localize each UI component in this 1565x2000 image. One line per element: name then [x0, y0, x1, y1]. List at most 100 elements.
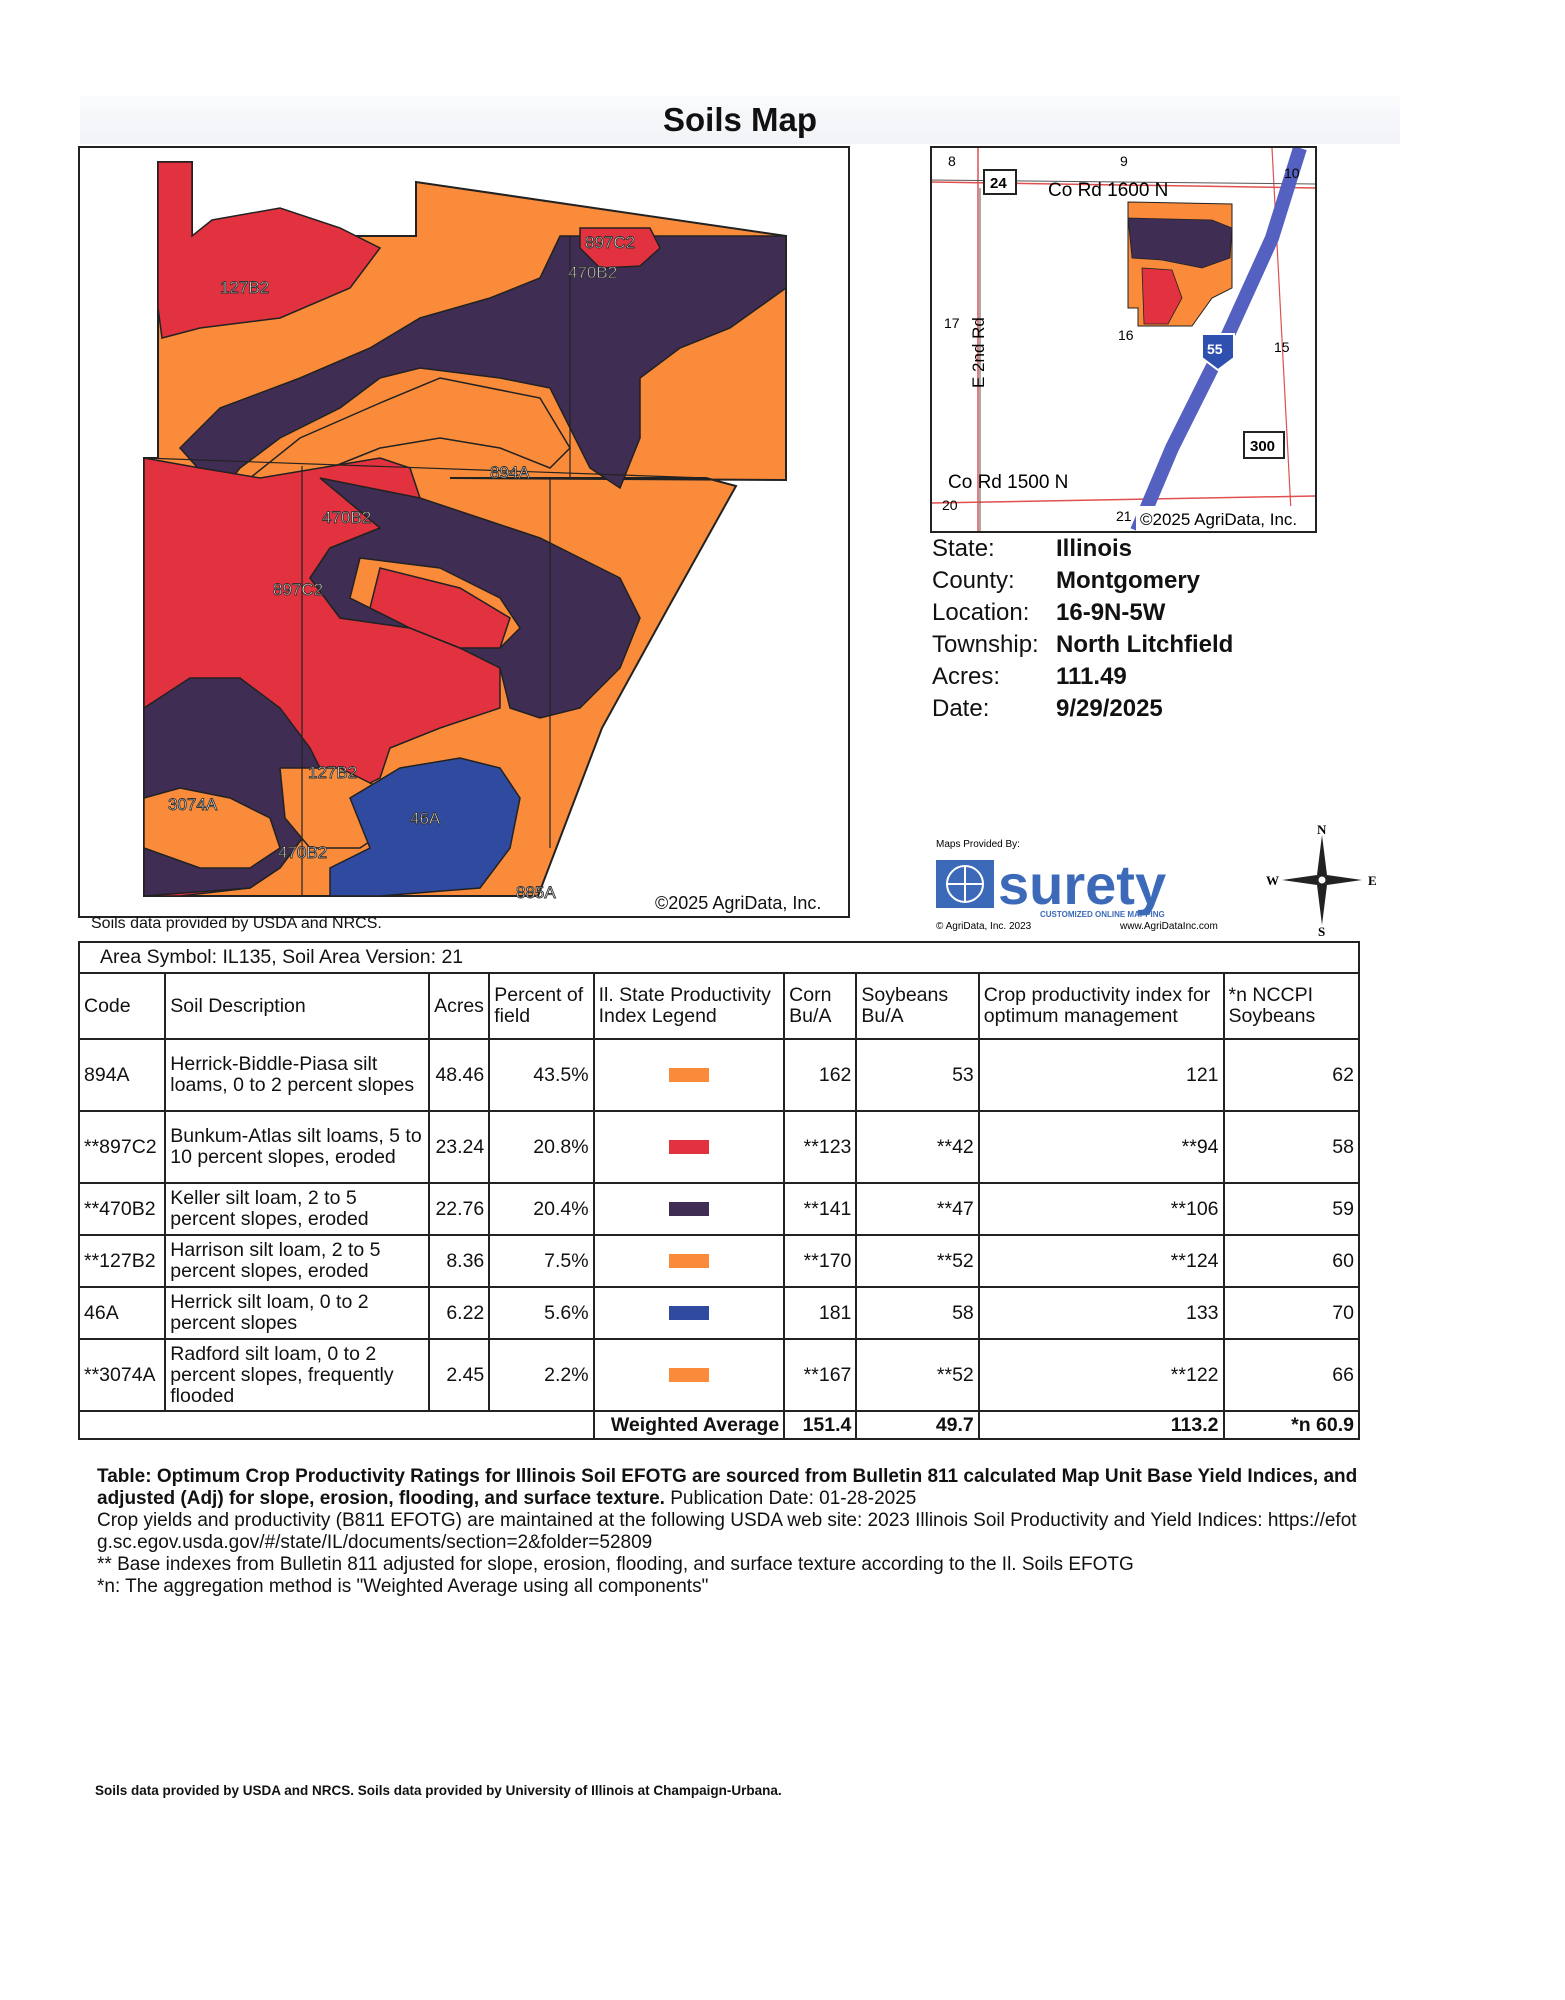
info-label: County: [932, 567, 1015, 594]
section-number: 21 [1116, 508, 1132, 524]
cell-desc: Herrick-Biddle-Piasa silt loams, 0 to 2 … [164, 1038, 431, 1112]
map-label: 127B2 [308, 763, 357, 782]
legend-swatch [668, 1368, 709, 1382]
section-line [143, 457, 707, 479]
table-header: Corn Bu/A [783, 972, 858, 1040]
section-number: 16 [1118, 327, 1134, 343]
soils-map[interactable]: 127B2 897C2 470B2 894A 470B2 897C2 127B2… [78, 146, 850, 918]
table-header: Soil Description [164, 972, 431, 1040]
weighted-corn: 151.4 [783, 1410, 858, 1440]
cell-pct: 43.5% [488, 1038, 595, 1112]
cell-nccpi: 70 [1222, 1286, 1361, 1340]
cell-nccpi: 60 [1222, 1234, 1361, 1288]
cell-acres: 23.24 [428, 1110, 491, 1184]
road-label: E 2nd Rd [969, 317, 988, 388]
compass-n: N [1317, 823, 1327, 837]
logo-tagline: CUSTOMIZED ONLINE MAPPING [1040, 910, 1165, 919]
cell-soy: 53 [855, 1038, 980, 1112]
cell-code: **897C2 [77, 1110, 167, 1184]
cell-desc: Keller silt loam, 2 to 5 percent slopes,… [164, 1182, 431, 1236]
cell-desc: Bunkum-Atlas silt loams, 5 to 10 percent… [164, 1110, 431, 1184]
logo-provided-by: Maps Provided By: [936, 839, 1020, 850]
cell-pct: 7.5% [488, 1234, 595, 1288]
footnote-line: *n: The aggregation method is "Weighted … [97, 1576, 709, 1597]
locator-field-red [1141, 267, 1183, 325]
map-copyright: ©2025 AgriData, Inc. [655, 893, 822, 913]
cell-acres: 2.45 [428, 1338, 491, 1412]
map-label: 894A [490, 463, 530, 482]
road-label: Co Rd 1500 N [948, 472, 1068, 493]
cell-code: 46A [77, 1286, 167, 1340]
cell-acres: 6.22 [428, 1286, 491, 1340]
section-number: 20 [942, 497, 958, 513]
route-300-shield [1243, 431, 1285, 459]
table-header: Acres [428, 972, 491, 1040]
locator-field-dark [1127, 217, 1233, 269]
locator-map[interactable]: 24 55 300 8 9 10 17 16 15 20 21 22 Co Rd… [930, 146, 1317, 533]
interstate-shield [1201, 333, 1235, 372]
cell-nccpi: 62 [1222, 1038, 1361, 1112]
info-value: Illinois [1056, 535, 1133, 562]
weighted-label: Weighted Average [592, 1410, 786, 1440]
weighted-average-row: Weighted Average 151.4 49.7 113.2 *n 60.… [78, 1410, 1361, 1440]
cell-nccpi: 66 [1222, 1338, 1361, 1412]
footnotes: Table: Optimum Crop Productivity Ratings… [97, 1466, 1367, 1598]
cell-acres: 8.36 [428, 1234, 491, 1288]
cell-corn: **170 [783, 1234, 858, 1288]
route-24-label: 24 [990, 175, 1007, 192]
footnote-line: ** Base indexes from Bulletin 811 adjust… [97, 1554, 1134, 1575]
cell-nccpi: 58 [1222, 1110, 1361, 1184]
cell-corn: **167 [783, 1338, 858, 1412]
cell-acres: 48.46 [428, 1038, 491, 1112]
compass-s: S [1318, 924, 1325, 937]
table-caption-bold: Table: Optimum Crop Productivity Ratings… [97, 1466, 1358, 1509]
cell-nccpi: 59 [1222, 1182, 1361, 1236]
table-row: 46A Herrick silt loam, 0 to 2 percent sl… [77, 1286, 1361, 1340]
soil-470b2-top [178, 235, 787, 495]
cell-pct: 2.2% [488, 1338, 595, 1412]
cell-cpi: **106 [977, 1182, 1225, 1236]
table-row: **470B2 Keller silt loam, 2 to 5 percent… [77, 1182, 1361, 1236]
soil-table: Area Symbol: IL135, Soil Area Version: 2… [77, 941, 1361, 1440]
cell-cpi: **124 [977, 1234, 1225, 1288]
legend-swatch [668, 1068, 709, 1082]
soil-127b2-red [157, 161, 382, 339]
cell-legend [592, 1110, 786, 1184]
route-24-shield [983, 169, 1017, 195]
cell-soy: **47 [855, 1182, 980, 1236]
section-number: 8 [948, 153, 956, 169]
map-label: 127B2 [220, 278, 269, 297]
compass-e: E [1368, 873, 1377, 888]
cell-code: **3074A [77, 1338, 167, 1412]
road-line [932, 495, 1315, 504]
soil-897c2-top [579, 227, 661, 269]
route-300-label: 300 [1250, 438, 1275, 455]
cell-soy: **52 [855, 1234, 980, 1288]
info-label: Date: [932, 695, 990, 722]
publication-date: Publication Date: 01-28-2025 [664, 1488, 917, 1509]
cell-desc: Herrick silt loam, 0 to 2 percent slopes [164, 1286, 431, 1340]
legend-swatch [668, 1306, 709, 1320]
legend-swatch [668, 1140, 709, 1154]
section-number: 15 [1274, 339, 1290, 355]
cell-legend [592, 1338, 786, 1412]
info-value: North Litchfield [1056, 631, 1234, 658]
surety-logo: Maps Provided By: surety CUSTOMIZED ONLI… [932, 836, 1252, 932]
map-label: 897C2 [273, 580, 323, 599]
map-label: 46A [410, 809, 441, 828]
soil-3074a [143, 787, 281, 869]
legend-swatch [668, 1254, 709, 1268]
interstate-label: 55 [1207, 341, 1223, 357]
table-header: Soybeans Bu/A [855, 972, 980, 1040]
compass-rose-icon: N S W E [1262, 822, 1382, 939]
cell-cpi: **122 [977, 1338, 1225, 1412]
cell-soy: **42 [855, 1110, 980, 1184]
cell-code: **127B2 [77, 1234, 167, 1288]
page-title: Soils Map [80, 96, 1400, 144]
cell-acres: 22.76 [428, 1182, 491, 1236]
cell-cpi: 121 [977, 1038, 1225, 1112]
info-label: Acres: [932, 663, 1001, 690]
map-label: 885A [516, 883, 556, 902]
table-header: *n NCCPI Soybeans [1222, 972, 1361, 1040]
cell-legend [592, 1286, 786, 1340]
